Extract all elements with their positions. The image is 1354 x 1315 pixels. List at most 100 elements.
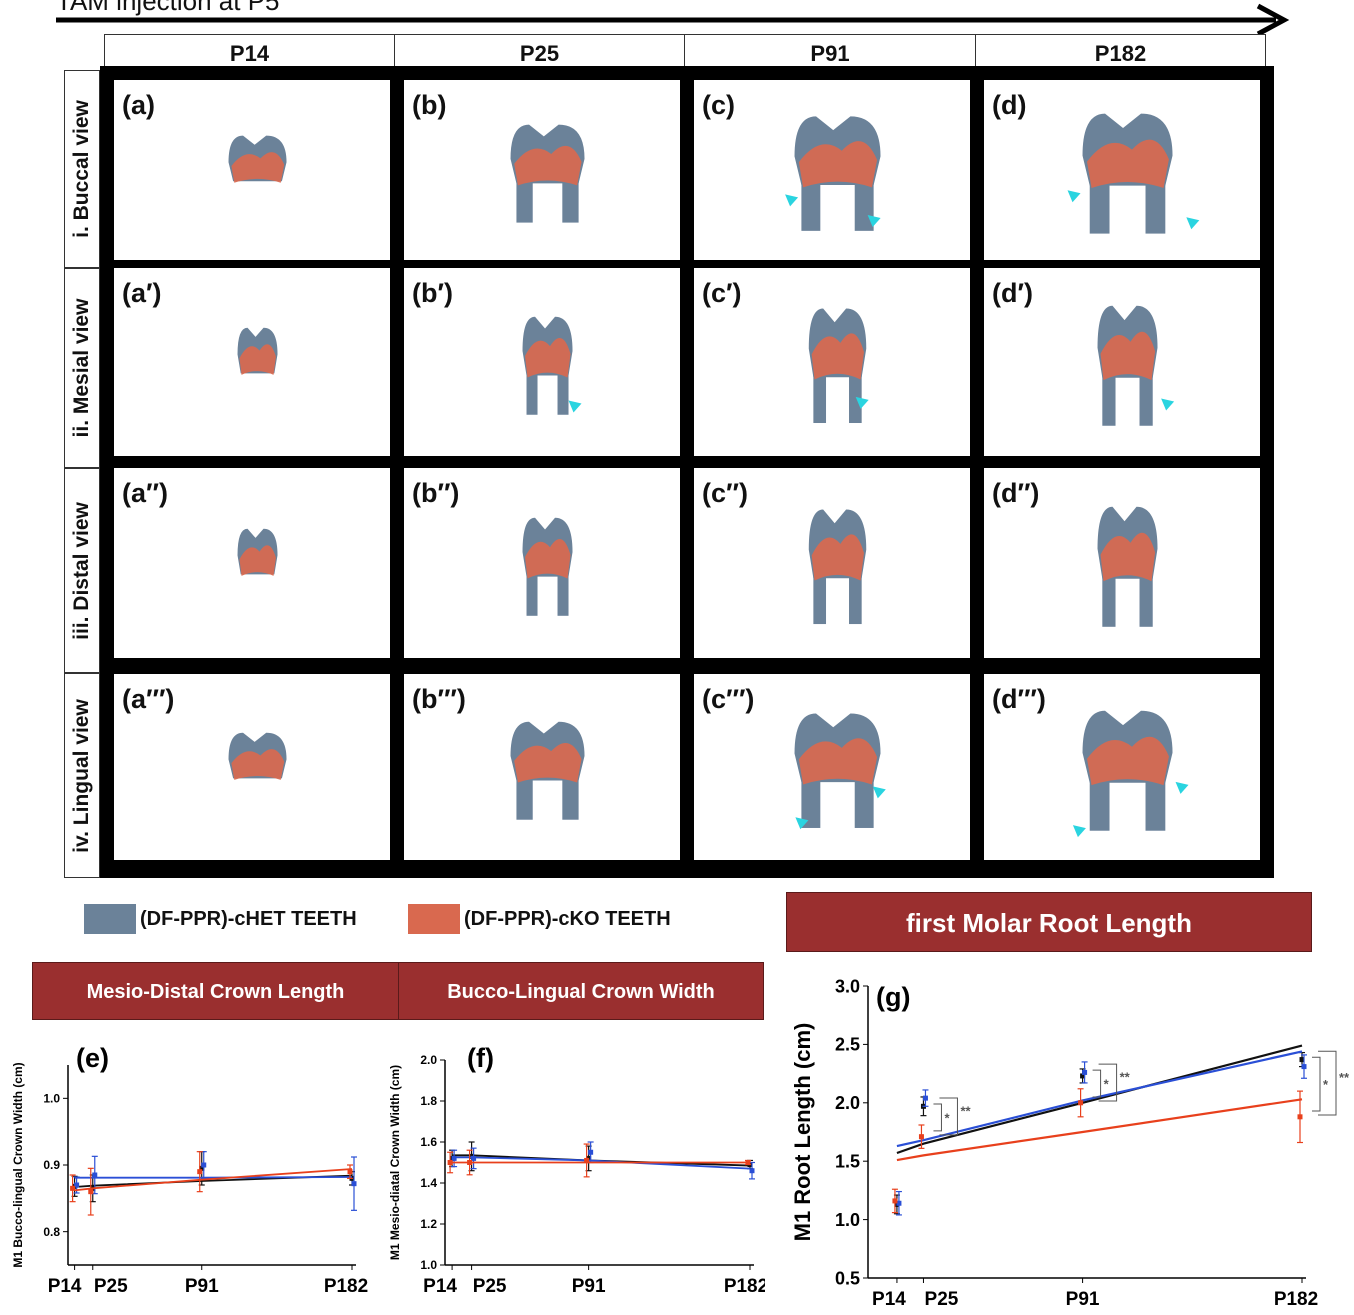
- banner-bucco-lingual: Bucco-Lingual Crown Width: [398, 962, 764, 1020]
- panel-label: (d′): [992, 278, 1033, 308]
- tooth-render-image: [1072, 710, 1189, 838]
- column-header-p91: P91: [684, 34, 976, 66]
- x-tick-label: P25: [925, 1289, 959, 1310]
- panel-label: (b′′′): [412, 684, 466, 714]
- tooth-render-image: [1067, 113, 1200, 234]
- data-point: [347, 1169, 353, 1175]
- column-header-p14: P14: [104, 34, 395, 66]
- panel-label: (e): [76, 1043, 109, 1073]
- tooth-render-image: [785, 116, 881, 231]
- tooth-render-image: [522, 517, 573, 616]
- x-tick-label: P182: [724, 1276, 765, 1297]
- tooth-render-image: [522, 316, 582, 415]
- significance-star: *: [1104, 1077, 1110, 1092]
- data-point: [92, 1172, 98, 1178]
- tooth-panel: (d): [984, 80, 1260, 260]
- significance-bracket: [1318, 1050, 1337, 1116]
- tooth-panel: (a′′′): [114, 674, 390, 860]
- x-tick-label: P25: [473, 1276, 507, 1297]
- y-axis-label: M1 Root Length (cm): [790, 1023, 815, 1242]
- panel-label: (c): [702, 90, 735, 120]
- chart-f: 1.0 1.2 1.4 1.6 1.8 2.0 P14 P25 P91 P182 M1 Mesio-…: [388, 1043, 765, 1297]
- y-tick-label: 1.8: [420, 1094, 437, 1108]
- timeline-label: TAM injection at P5: [56, 0, 280, 16]
- tooth-render-image: [1097, 305, 1175, 426]
- significance-star: *: [1323, 1077, 1329, 1092]
- data-point: [892, 1198, 898, 1204]
- y-tick-label: 0.8: [43, 1225, 60, 1239]
- series-fit-line: [896, 1044, 1303, 1155]
- tooth-panel: (c′): [694, 268, 970, 456]
- cyan-arrowhead-marker: [872, 786, 886, 799]
- panel-label: (d′′): [992, 478, 1040, 508]
- legend-cko-swatch: [408, 904, 460, 934]
- data-point: [467, 1160, 473, 1165]
- y-tick-label: 1.4: [420, 1176, 437, 1190]
- series-fit-line: [452, 1156, 751, 1170]
- tooth-panel: (b′′′): [404, 674, 680, 860]
- data-point: [584, 1157, 590, 1163]
- y-tick-label: 1.5: [835, 1152, 860, 1172]
- y-tick-label: 0.9: [43, 1158, 60, 1172]
- column-header-p25: P25: [394, 34, 685, 66]
- y-tick-label: 1.2: [420, 1217, 437, 1231]
- panel-label: (g): [876, 982, 910, 1012]
- data-point: [1078, 1100, 1084, 1106]
- data-point: [471, 1155, 477, 1161]
- cyan-arrowhead-marker: [568, 400, 582, 413]
- data-point: [588, 1149, 594, 1155]
- y-tick-label: 1.6: [420, 1135, 437, 1149]
- significance-bracket: [1092, 1069, 1102, 1098]
- panel-label: (c′′′): [702, 684, 755, 714]
- panel-label: (c′): [702, 278, 742, 308]
- data-point: [74, 1182, 80, 1188]
- data-point: [451, 1155, 457, 1161]
- panel-label: (b′): [412, 278, 453, 308]
- tooth-render-image: [808, 308, 869, 424]
- panel-label: (b′′): [412, 478, 460, 508]
- panel-label: (b): [412, 90, 447, 120]
- x-tick-label: P14: [48, 1276, 82, 1297]
- x-tick-label: P25: [94, 1276, 128, 1297]
- significance-bracket: [939, 1097, 958, 1136]
- data-point: [447, 1160, 453, 1165]
- series-fit-line: [74, 1168, 353, 1192]
- y-tick-label: 2.0: [835, 1093, 860, 1113]
- tooth-render-image: [510, 721, 585, 820]
- y-tick-label: 0.5: [835, 1268, 860, 1288]
- tooth-panel: (c′′): [694, 468, 970, 658]
- data-point: [199, 1165, 205, 1171]
- data-point: [88, 1189, 94, 1195]
- cyan-arrowhead-marker: [867, 214, 881, 227]
- data-point: [201, 1162, 207, 1168]
- legend-het: (DF-PPR)-cHET TEETH: [84, 904, 357, 934]
- panel-label: (a′): [122, 278, 162, 308]
- data-point: [1297, 1114, 1303, 1120]
- chart-g: 0.5 1.0 1.5 2.0 2.5 3.0 P14 P25 P91 P182 M1 Root L…: [790, 976, 1350, 1310]
- banner-mesio-distal: Mesio-Distal Crown Length: [32, 962, 399, 1020]
- x-tick-label: P182: [1274, 1289, 1318, 1310]
- chart-e: 0.8 0.9 1.0 P14 P25 P91 P182 M1 Bucco-lingual C…: [11, 1043, 368, 1297]
- tooth-render-image: [228, 732, 287, 780]
- panel-label: (f): [467, 1043, 494, 1073]
- panel-label: (d): [992, 90, 1027, 120]
- series-fit-line: [74, 1176, 353, 1179]
- data-point: [70, 1185, 76, 1191]
- y-tick-label: 1.0: [835, 1210, 860, 1230]
- x-tick-label: P91: [1066, 1289, 1100, 1310]
- tooth-panel: (a): [114, 80, 390, 260]
- banner-root-length: first Molar Root Length: [786, 892, 1312, 952]
- cyan-arrowhead-marker: [855, 396, 869, 409]
- x-tick-label: P91: [572, 1276, 606, 1297]
- cyan-arrowhead-marker: [1067, 190, 1081, 203]
- y-tick-label: 2.0: [420, 1053, 437, 1067]
- data-point: [1299, 1057, 1305, 1063]
- y-tick-label: 1.0: [43, 1092, 60, 1106]
- timeline: TAM injection at P5: [0, 0, 1354, 40]
- panel-label: (c′′): [702, 478, 748, 508]
- significance-star: *: [944, 1110, 950, 1125]
- y-tick-label: 2.5: [835, 1035, 860, 1055]
- data-point: [918, 1134, 924, 1140]
- row-header-buccal: i. Buccal view: [64, 70, 100, 268]
- x-tick-label: P91: [185, 1276, 219, 1297]
